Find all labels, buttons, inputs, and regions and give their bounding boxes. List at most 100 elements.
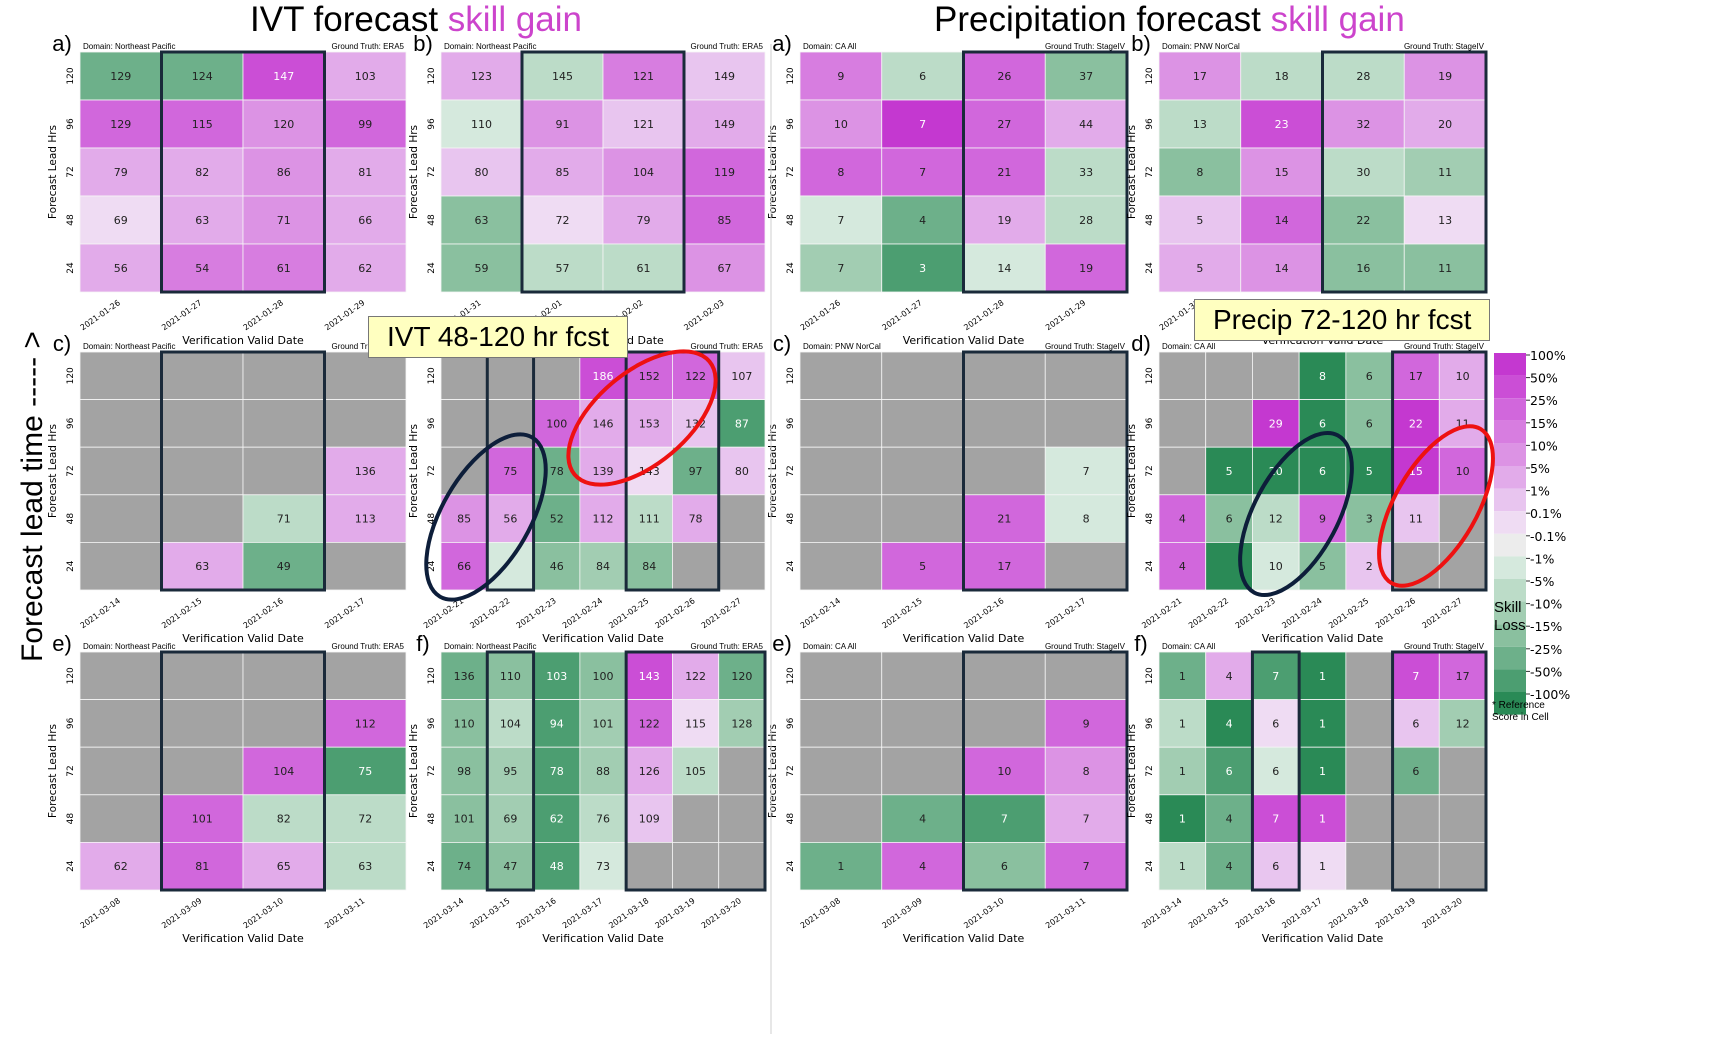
y-axis-title: Forecast Lead Hrs (1126, 125, 1138, 219)
colorbar-label: -15% (1530, 619, 1562, 634)
ground-truth-label: Ground Truth: ERA5 (332, 42, 405, 51)
x-tick-label: 2021-03-20 (1421, 896, 1464, 930)
y-tick-label: 120 (427, 67, 437, 84)
heatmap-cell (242, 651, 325, 700)
cell-value: 61 (277, 262, 291, 275)
heatmap-cell (1403, 99, 1487, 149)
heatmap-cell (324, 351, 407, 400)
heatmap-cell (79, 446, 162, 496)
x-tick-label: 2021-02-26 (653, 596, 696, 630)
heatmap-cell (672, 399, 720, 448)
cell-value: 61 (637, 262, 651, 275)
y-tick-label: 72 (66, 465, 76, 476)
x-tick-label: 2021-02-03 (682, 298, 725, 332)
heatmap-cell (1438, 842, 1487, 891)
cell-value: 9 (1083, 717, 1090, 730)
cell-value: 13 (1438, 214, 1452, 227)
domain-label: Domain: CA All (803, 42, 857, 51)
cell-value: 5 (1319, 560, 1326, 573)
heatmap-cell (79, 746, 162, 796)
heatmap-cell (672, 494, 720, 543)
x-tick-label: 2021-03-14 (422, 896, 465, 930)
x-tick-label: 2021-03-16 (515, 896, 558, 930)
heatmap-cell (799, 746, 883, 796)
colorbar-label: -25% (1530, 642, 1562, 657)
x-axis-title: Verification Valid Date (182, 632, 304, 645)
colorbar-swatch (1494, 579, 1526, 602)
heatmap-cell (440, 147, 523, 197)
heatmap-cell (625, 542, 673, 591)
y-tick-label: 72 (1145, 166, 1155, 177)
x-tick-label: 2021-03-10 (962, 896, 1005, 930)
heatmap-cell (1044, 51, 1128, 101)
cell-value: 121 (633, 70, 654, 83)
cell-value: 69 (114, 214, 128, 227)
y-tick-label: 72 (427, 465, 437, 476)
cell-value: 121 (633, 118, 654, 131)
heatmap-cell (1158, 446, 1207, 496)
heatmap-cell (963, 195, 1046, 245)
heatmap-cell (1044, 794, 1128, 843)
heatmap-cell (881, 699, 964, 748)
cell-value: 6 (1412, 717, 1419, 730)
heatmap-cell (1158, 494, 1207, 543)
heatmap-cell (324, 542, 407, 591)
cell-value: 62 (358, 262, 372, 275)
heatmap-panel-d: d) Domain: CA All Ground Truth: StageIV 8 6 1… (1126, 331, 1488, 645)
heatmap-cell (1205, 446, 1253, 496)
red-ellipse-ivt (566, 349, 718, 487)
y-tick-label: 120 (66, 667, 76, 684)
heatmap-cell (1252, 794, 1300, 843)
cell-value: 10 (1456, 465, 1470, 478)
cell-value: 101 (192, 813, 213, 826)
event-frame (962, 50, 1129, 294)
colorbar-swatch (1494, 556, 1526, 579)
cell-value: 85 (718, 214, 732, 227)
cell-value: 115 (685, 717, 706, 730)
heatmap-cell (324, 494, 407, 543)
heatmap-cell (1240, 51, 1323, 101)
y-axis-title: Forecast Lead Hrs (767, 424, 779, 518)
x-axis-title: Verification Valid Date (1262, 632, 1384, 645)
cell-value: 2 (1366, 560, 1373, 573)
heatmap-cell (440, 542, 488, 591)
cell-value: 8 (1083, 765, 1090, 778)
heatmap-cell (79, 351, 162, 400)
y-tick-label: 72 (786, 465, 796, 476)
cell-value: 19 (1438, 70, 1452, 83)
heatmap-cell (1298, 446, 1347, 496)
x-tick-label: 2021-02-22 (468, 596, 511, 630)
cell-value: 6 (1001, 860, 1008, 873)
x-tick-label: 2021-03-14 (1140, 896, 1183, 930)
cell-value: 94 (550, 717, 564, 730)
x-tick-label: 2021-03-09 (881, 896, 924, 930)
colorbar-swatch (1494, 420, 1526, 444)
x-axis-title: Verification Valid Date (542, 632, 664, 645)
y-tick-label: 96 (427, 118, 437, 130)
x-tick-label: 2021-02-15 (160, 596, 203, 630)
cell-value: 7 (1272, 670, 1279, 683)
heatmap-cell (324, 147, 407, 197)
heatmap-cell (1044, 351, 1128, 400)
x-tick-label: 2021-03-08 (79, 896, 122, 930)
cell-value: 1 (1319, 860, 1326, 873)
cell-value: 13 (1193, 118, 1207, 131)
heatmap-cell (799, 446, 883, 496)
heatmap-panel-b: b) Domain: Northeast Pacific Ground Truth:… (408, 31, 766, 347)
heatmap-cell (1392, 399, 1440, 448)
colorbar-label: -50% (1530, 664, 1562, 679)
heatmap-cell (242, 699, 325, 748)
heatmap-cell (602, 147, 685, 197)
heatmap-cell (242, 446, 325, 496)
heatmap-cell (161, 794, 244, 843)
cell-value: 19 (997, 214, 1011, 227)
heatmap-cell (486, 542, 534, 591)
heatmap-cell (1345, 794, 1393, 843)
y-axis-title: Forecast Lead Hrs (767, 724, 779, 818)
heatmap-cell (521, 195, 604, 245)
y-tick-label: 120 (66, 367, 76, 384)
heatmap-cell (161, 243, 244, 293)
y-tick-label: 24 (786, 560, 796, 572)
